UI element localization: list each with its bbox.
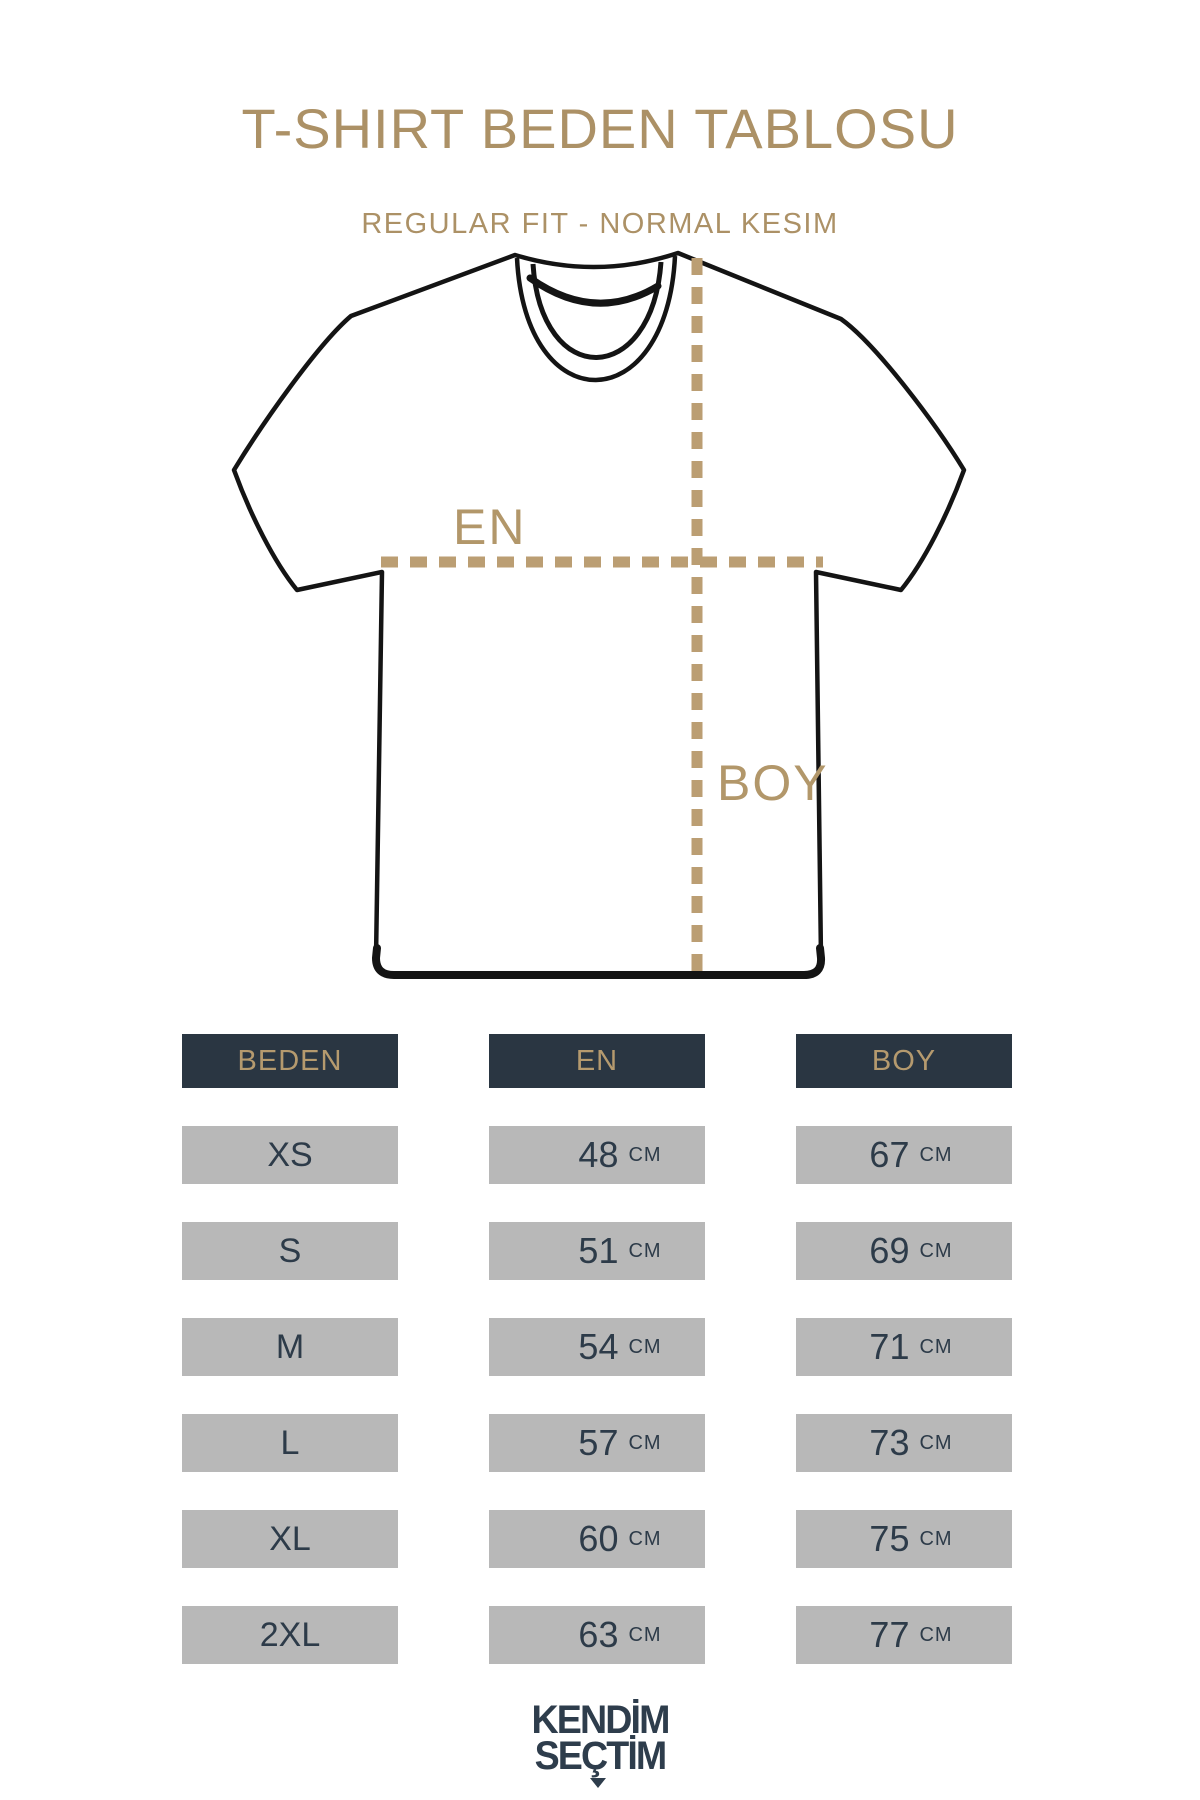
boy-cell-m: 71 CM: [796, 1318, 1012, 1376]
en-value: 63: [578, 1614, 619, 1655]
unit-label: CM: [628, 1623, 662, 1646]
unit-label: CM: [919, 1431, 953, 1454]
en-cell-s: 51 CM: [489, 1222, 705, 1280]
tshirt-outline: [231, 250, 967, 978]
boy-value: 77: [869, 1614, 910, 1655]
unit-label: CM: [628, 1143, 662, 1166]
en-value: 57: [578, 1422, 619, 1463]
width-label: EN: [453, 499, 526, 555]
tshirt-hem-line: [371, 944, 826, 979]
unit-label: CM: [919, 1527, 953, 1550]
boy-cell-xl: 75 CM: [796, 1510, 1012, 1568]
brand-logo: KENDİM SEÇTİM: [0, 1698, 1200, 1778]
page-subtitle: REGULAR FIT - NORMAL KESIM: [361, 208, 839, 240]
en-value: 54: [578, 1326, 619, 1367]
boy-value: 75: [869, 1518, 910, 1559]
boy-value: 71: [869, 1326, 910, 1367]
unit-label: CM: [628, 1527, 662, 1550]
tshirt-measurement-diagram: EN BOY: [200, 222, 1000, 1002]
en-cell-m: 54 CM: [489, 1318, 705, 1376]
column-header-en: EN: [489, 1034, 705, 1088]
boy-value: 67: [869, 1134, 910, 1175]
boy-cell-2xl: 77 CM: [796, 1606, 1012, 1664]
en-value: 60: [578, 1518, 619, 1559]
unit-label: CM: [628, 1335, 662, 1358]
size-table: BEDEN EN BOY XS 48 CM 67 CM S 51 CM 69 CM M …: [182, 1034, 1012, 1664]
boy-value: 73: [869, 1422, 910, 1463]
en-value: 51: [578, 1230, 619, 1271]
unit-label: CM: [628, 1239, 662, 1262]
size-cell-l: L: [182, 1414, 398, 1472]
size-cell-2xl: 2XL: [182, 1606, 398, 1664]
en-cell-2xl: 63 CM: [489, 1606, 705, 1664]
brand-logo-line1: KENDİM: [531, 1698, 670, 1742]
en-cell-l: 57 CM: [489, 1414, 705, 1472]
boy-cell-xs: 67 CM: [796, 1126, 1012, 1184]
boy-cell-l: 73 CM: [796, 1414, 1012, 1472]
page-title: T-SHIRT BEDEN TABLOSU: [241, 97, 959, 160]
column-header-boy: BOY: [796, 1034, 1012, 1088]
unit-label: CM: [919, 1623, 953, 1646]
collar-inner-curve: [530, 261, 664, 360]
size-cell-m: M: [182, 1318, 398, 1376]
en-cell-xl: 60 CM: [489, 1510, 705, 1568]
collar-back-seam: [526, 274, 662, 307]
brand-logo-triangle-icon: [590, 1778, 606, 1788]
collar-outer-curve: [514, 255, 678, 383]
size-cell-s: S: [182, 1222, 398, 1280]
unit-label: CM: [628, 1431, 662, 1454]
unit-label: CM: [919, 1335, 953, 1358]
unit-label: CM: [919, 1143, 953, 1166]
tshirt-illustration: EN BOY: [231, 250, 967, 979]
en-cell-xs: 48 CM: [489, 1126, 705, 1184]
brand-logo-line2: SEÇTİM: [534, 1734, 668, 1778]
size-cell-xs: XS: [182, 1126, 398, 1184]
size-cell-xl: XL: [182, 1510, 398, 1568]
column-header-beden: BEDEN: [182, 1034, 398, 1088]
boy-cell-s: 69 CM: [796, 1222, 1012, 1280]
en-value: 48: [578, 1134, 619, 1175]
length-label: BOY: [717, 755, 829, 811]
unit-label: CM: [919, 1239, 953, 1262]
boy-value: 69: [869, 1230, 910, 1271]
